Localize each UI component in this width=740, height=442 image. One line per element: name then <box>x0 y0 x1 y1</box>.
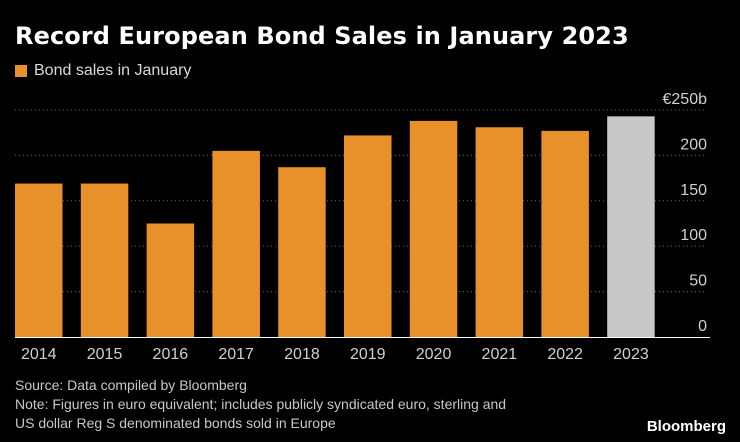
chart-legend: Bond sales in January <box>15 62 191 80</box>
y-tick-label: 50 <box>689 273 707 290</box>
chart-footer: Source: Data compiled by Bloomberg Note:… <box>15 376 506 433</box>
x-tick-label: 2014 <box>21 346 57 363</box>
y-tick-label: 200 <box>680 136 707 153</box>
x-tick-label: 2018 <box>284 346 320 363</box>
bar-2018 <box>278 167 326 337</box>
bar-2017 <box>212 150 260 337</box>
y-tick-label: €250b <box>663 91 708 108</box>
legend-swatch <box>15 65 27 77</box>
bar-2021 <box>475 127 524 337</box>
note-text-line-2: US dollar Reg S denominated bonds sold i… <box>15 415 336 431</box>
y-tick-label: 0 <box>698 318 707 335</box>
bloomberg-logo: Bloomberg <box>646 418 726 435</box>
x-tick-label: 2019 <box>350 346 386 363</box>
bar-2020 <box>409 120 458 337</box>
legend-label: Bond sales in January <box>34 62 192 79</box>
bar-2019 <box>344 135 392 337</box>
source-text: Source: Data compiled by Bloomberg <box>15 377 247 393</box>
bar-2023 <box>607 116 655 337</box>
bars <box>15 116 655 337</box>
x-tick-label: 2015 <box>87 346 123 363</box>
x-tick-label: 2020 <box>416 346 452 363</box>
y-tick-label: 100 <box>680 227 707 244</box>
bar-2022 <box>541 130 589 337</box>
x-tick-label: 2021 <box>482 346 518 363</box>
x-tick-label: 2017 <box>218 346 254 363</box>
x-tick-label: 2016 <box>153 346 189 363</box>
x-axis-ticks: 2014 2015 2016 2017 2018 2019 2020 2021 2022 2023 <box>21 346 649 363</box>
bar-2016 <box>146 223 195 337</box>
y-tick-label: 150 <box>680 182 707 199</box>
x-tick-label: 2023 <box>613 346 649 363</box>
chart-title: Record European Bond Sales in January 20… <box>15 22 629 50</box>
y-axis-ticks: 0 50 100 150 200 €250b <box>663 91 708 335</box>
x-tick-label: 2022 <box>547 346 583 363</box>
bar-2014 <box>15 183 63 337</box>
note-text-line-1: Note: Figures in euro equivalent; includ… <box>15 396 507 412</box>
bar-2015 <box>80 183 129 337</box>
